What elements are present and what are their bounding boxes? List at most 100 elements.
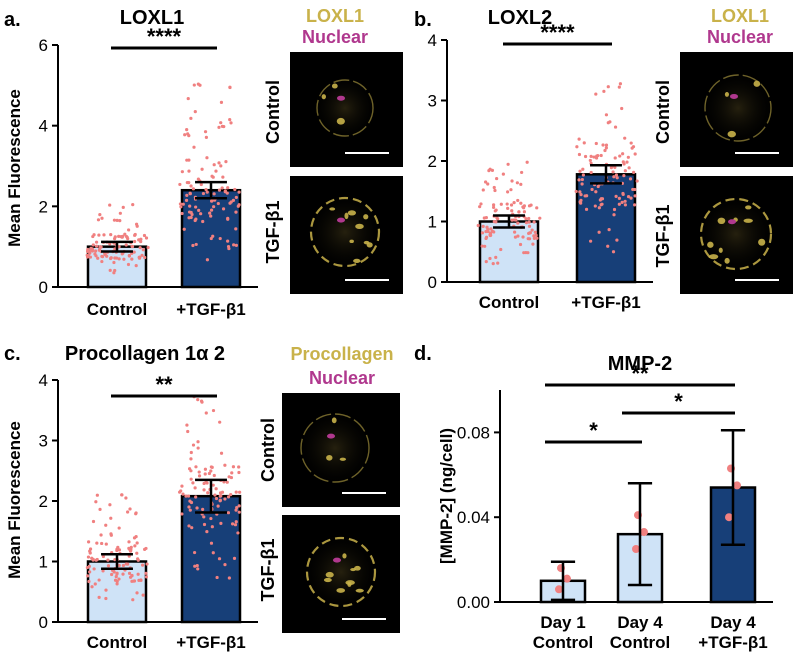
data-point	[222, 480, 226, 484]
data-point	[85, 565, 90, 570]
data-point	[234, 490, 238, 494]
y-tick-label: 3	[39, 432, 48, 451]
data-point	[98, 212, 102, 217]
significance-label: ****	[540, 20, 575, 45]
data-point	[535, 206, 539, 210]
micro-a-row2-label: TGF-β1	[263, 201, 283, 264]
data-point	[197, 474, 202, 478]
data-point	[201, 219, 205, 224]
data-point	[134, 511, 138, 515]
data-point	[127, 571, 132, 575]
data-point	[85, 255, 90, 259]
data-point	[205, 258, 210, 262]
data-point	[196, 440, 200, 444]
data-point	[226, 239, 230, 243]
significance-label: *	[589, 418, 598, 443]
protein-spot	[323, 577, 332, 583]
data-point	[94, 249, 98, 253]
data-point	[179, 205, 183, 209]
data-point	[522, 210, 527, 214]
data-point	[625, 160, 629, 164]
data-point	[181, 202, 185, 206]
data-point	[224, 160, 228, 164]
data-point	[495, 176, 499, 181]
protein-spot	[727, 130, 736, 138]
data-point	[579, 201, 583, 205]
data-point	[191, 243, 195, 248]
cell-glow	[305, 192, 385, 272]
data-point	[133, 239, 137, 244]
data-point	[228, 118, 232, 122]
data-point	[230, 471, 234, 475]
data-point	[94, 558, 98, 562]
data-point	[602, 89, 606, 93]
data-point	[640, 528, 648, 537]
data-point	[94, 240, 99, 244]
data-point	[526, 251, 530, 255]
data-point	[210, 525, 214, 529]
protein-spot	[344, 212, 349, 220]
data-point	[97, 233, 101, 237]
data-point	[505, 202, 509, 206]
data-point	[633, 203, 637, 207]
data-point	[220, 186, 224, 190]
data-point	[520, 170, 524, 175]
protein-spot	[724, 257, 730, 264]
data-point	[113, 558, 117, 562]
data-point	[229, 475, 234, 480]
data-point	[88, 570, 92, 574]
y-tick-label: 0	[428, 273, 437, 292]
data-point	[594, 156, 599, 160]
data-point	[214, 496, 219, 501]
data-point	[229, 493, 233, 497]
data-point	[98, 247, 102, 251]
panel-letter-c: c.	[4, 343, 21, 365]
x-tick-label: +TGF-β1	[571, 293, 640, 312]
data-point	[234, 508, 238, 512]
data-point	[114, 575, 118, 579]
data-point	[232, 243, 236, 247]
data-point	[493, 188, 497, 193]
data-point	[614, 173, 618, 177]
data-point	[526, 237, 530, 241]
nucleus-spot	[337, 95, 345, 101]
data-point	[217, 125, 221, 129]
data-point	[494, 255, 498, 259]
data-point	[96, 218, 101, 222]
data-point	[238, 490, 242, 494]
data-point	[594, 141, 598, 146]
data-point	[521, 235, 525, 239]
data-point	[104, 523, 108, 527]
data-point	[226, 186, 230, 190]
data-point	[109, 533, 113, 537]
data-point	[614, 194, 618, 198]
data-point	[110, 572, 114, 577]
data-point	[480, 244, 484, 248]
data-point	[207, 471, 211, 476]
data-point	[188, 204, 192, 208]
data-point	[512, 201, 516, 205]
data-point	[124, 243, 128, 247]
data-point	[237, 190, 241, 194]
data-point	[87, 540, 91, 544]
data-point	[86, 247, 90, 252]
data-point	[184, 494, 188, 498]
data-point	[139, 578, 143, 583]
data-point	[195, 564, 199, 568]
data-point	[212, 192, 216, 196]
data-point	[195, 506, 199, 510]
data-point	[201, 507, 205, 512]
data-point	[185, 128, 189, 132]
data-point	[234, 520, 238, 524]
micro-b-label-top: LOXL1	[711, 6, 769, 26]
data-point	[535, 236, 539, 240]
data-point	[134, 264, 138, 268]
data-point	[112, 260, 116, 265]
data-point	[117, 577, 121, 581]
data-point	[104, 588, 108, 592]
data-point	[582, 141, 586, 145]
data-point	[231, 198, 236, 202]
data-point	[635, 179, 639, 183]
data-point	[524, 221, 529, 225]
data-point	[621, 191, 625, 196]
